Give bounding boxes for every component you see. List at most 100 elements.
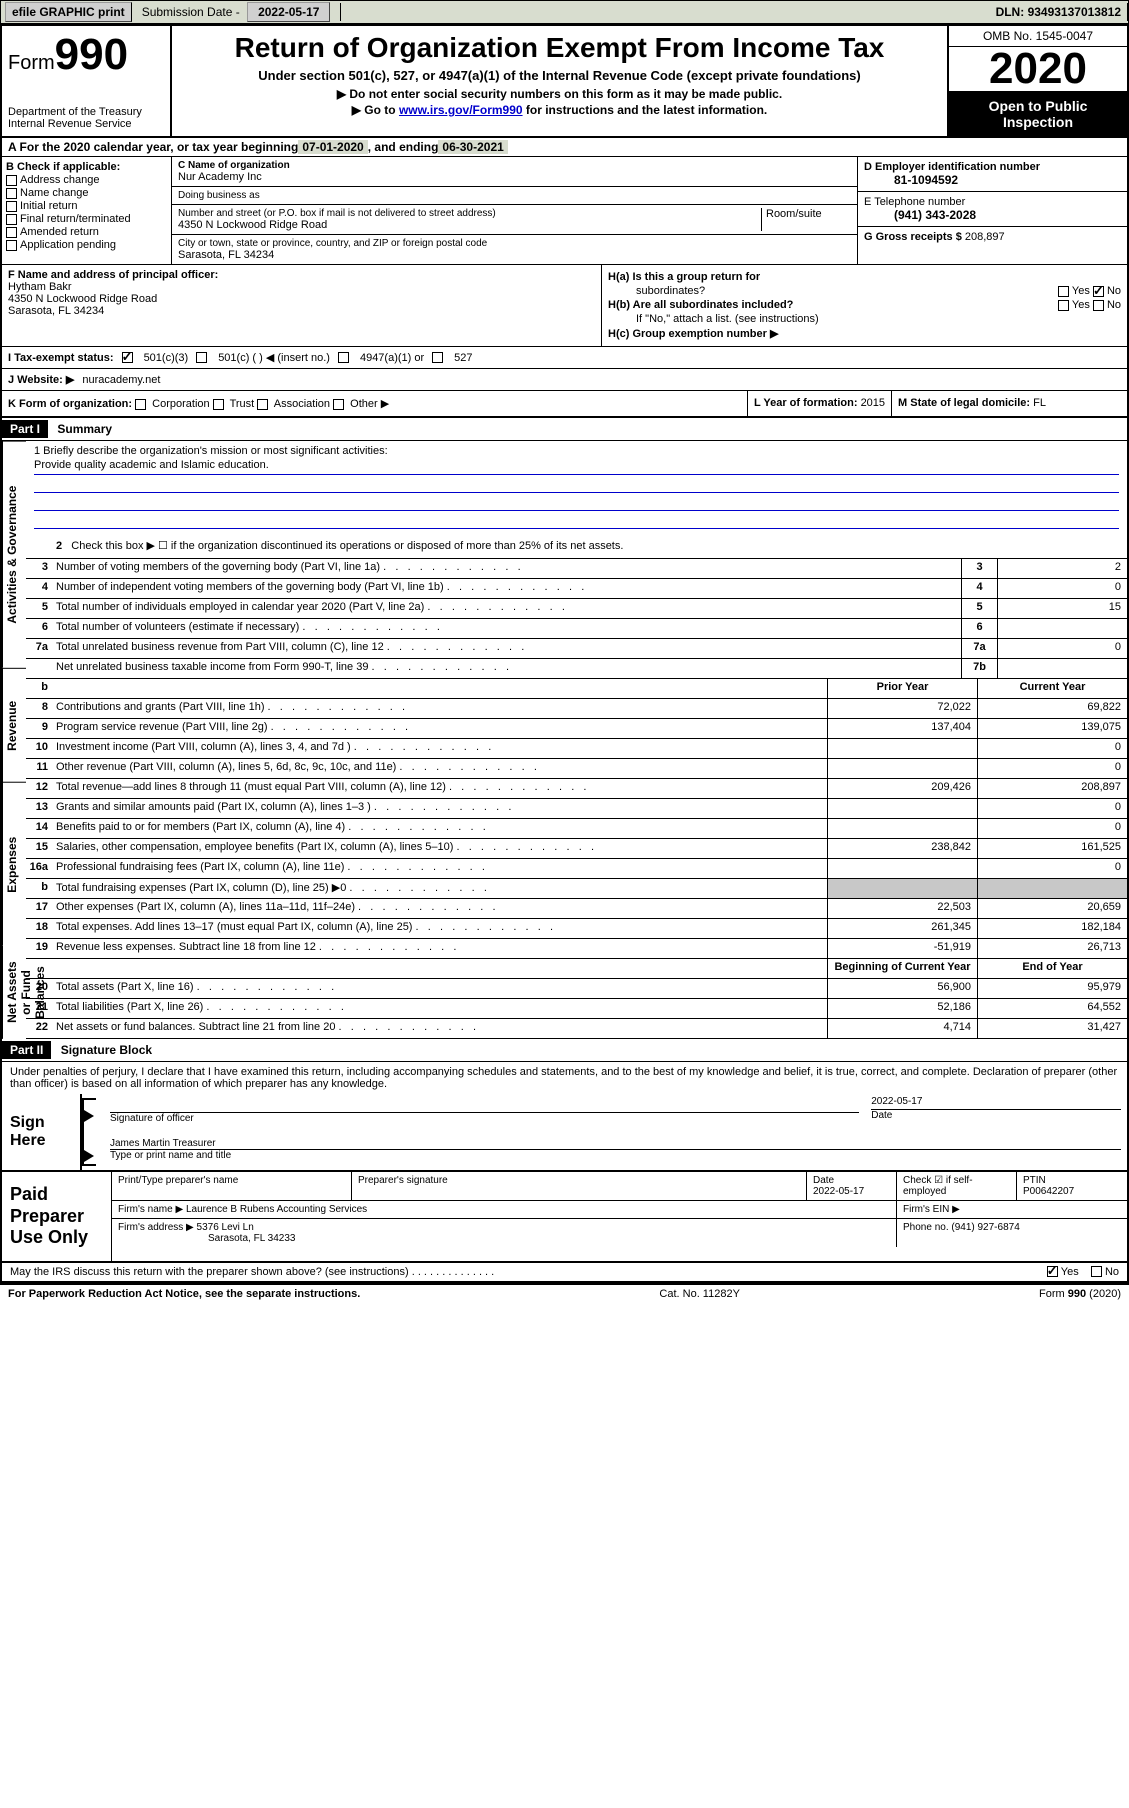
website-row: J Website: ▶ nuracademy.net — [2, 369, 1127, 391]
officer-name: Hytham Bakr — [8, 281, 595, 293]
gov-row: 3 Number of voting members of the govern… — [26, 559, 1127, 579]
irs-link[interactable]: www.irs.gov/Form990 — [399, 103, 523, 117]
sig-date: 2022-05-17 — [871, 1096, 1121, 1107]
ein: 81-1094592 — [864, 173, 1121, 187]
data-row: 9 Program service revenue (Part VIII, li… — [26, 719, 1127, 739]
check-final-return[interactable]: Final return/terminated — [6, 213, 167, 225]
check-4947[interactable] — [338, 352, 349, 363]
form-subtitle-2: ▶ Do not enter social security numbers o… — [178, 87, 941, 101]
data-row: 18 Total expenses. Add lines 13–17 (must… — [26, 919, 1127, 939]
data-row: 19 Revenue less expenses. Subtract line … — [26, 939, 1127, 959]
city-state-zip: Sarasota, FL 34234 — [178, 249, 487, 261]
gov-row: 5 Total number of individuals employed i… — [26, 599, 1127, 619]
data-row: 17 Other expenses (Part IX, column (A), … — [26, 899, 1127, 919]
tax-period-row: A For the 2020 calendar year, or tax yea… — [2, 138, 1127, 157]
discontinued-ops: 2 Check this box ▶ ☐ if the organization… — [26, 533, 1127, 559]
mission-block: 1 Briefly describe the organization's mi… — [26, 441, 1127, 533]
form-subtitle-1: Under section 501(c), 527, or 4947(a)(1)… — [178, 68, 941, 83]
officer-addr2: Sarasota, FL 34234 — [8, 305, 595, 317]
ptin: P00642207 — [1023, 1186, 1121, 1197]
data-row: 10 Investment income (Part VIII, column … — [26, 739, 1127, 759]
side-label-expenses: Expenses — [2, 782, 26, 946]
irs-label: Internal Revenue Service — [8, 118, 164, 130]
check-other[interactable] — [333, 399, 344, 410]
tax-status-row: I Tax-exempt status: 501(c)(3) 501(c) ( … — [2, 347, 1127, 369]
firm-phone: (941) 927-6874 — [951, 1222, 1019, 1233]
data-row: 14 Benefits paid to or for members (Part… — [26, 819, 1127, 839]
footer-row: For Paperwork Reduction Act Notice, see … — [0, 1285, 1129, 1303]
prior-current-header: b Prior Year Current Year — [26, 679, 1127, 699]
sig-officer-label: Signature of officer — [110, 1113, 859, 1124]
sign-here-block: Sign Here Signature of officer 2022-05-1… — [2, 1094, 1127, 1172]
cat-no: Cat. No. 11282Y — [659, 1288, 740, 1300]
data-row: b Total fundraising expenses (Part IX, c… — [26, 879, 1127, 899]
data-row: 13 Grants and similar amounts paid (Part… — [26, 799, 1127, 819]
data-row: 22 Net assets or fund balances. Subtract… — [26, 1019, 1127, 1039]
irs-discuss-row: May the IRS discuss this return with the… — [2, 1263, 1127, 1283]
form-header: Form990 Department of the Treasury Inter… — [2, 26, 1127, 138]
discuss-yes[interactable] — [1047, 1266, 1058, 1277]
side-label-net-assets: Net Assets or Fund Balances — [2, 946, 26, 1039]
submission-date-value: 2022-05-17 — [247, 2, 330, 22]
form-ref: Form 990 (2020) — [1039, 1288, 1121, 1300]
section-b: B Check if applicable: Address change Na… — [2, 157, 172, 264]
form-number: Form990 — [8, 30, 164, 80]
check-corp[interactable] — [135, 399, 146, 410]
part1-header: Part I Summary — [2, 418, 1127, 441]
room-suite: Room/suite — [761, 208, 851, 231]
paperwork-notice: For Paperwork Reduction Act Notice, see … — [8, 1288, 360, 1300]
website-value: nuracademy.net — [82, 374, 160, 386]
check-initial-return[interactable]: Initial return — [6, 200, 167, 212]
street-address: 4350 N Lockwood Ridge Road — [178, 219, 761, 231]
entity-info-grid: B Check if applicable: Address change Na… — [2, 157, 1127, 265]
section-c: C Name of organization Nur Academy Inc D… — [172, 157, 857, 264]
side-label-governance: Activities & Governance — [2, 441, 26, 668]
officer-addr1: 4350 N Lockwood Ridge Road — [8, 293, 595, 305]
top-bar: efile GRAPHIC print Submission Date - 20… — [0, 0, 1129, 24]
data-row: 16a Professional fundraising fees (Part … — [26, 859, 1127, 879]
year-formation: 2015 — [861, 397, 885, 409]
perjury-statement: Under penalties of perjury, I declare th… — [2, 1062, 1127, 1094]
beginning-end-header: Beginning of Current Year End of Year — [26, 959, 1127, 979]
check-501c3[interactable] — [122, 352, 133, 363]
public-inspection: Open to Public Inspection — [949, 92, 1127, 136]
mission-text: Provide quality academic and Islamic edu… — [34, 457, 1119, 475]
check-assoc[interactable] — [257, 399, 268, 410]
check-trust[interactable] — [213, 399, 224, 410]
check-name-change[interactable]: Name change — [6, 187, 167, 199]
submission-date-label: Submission Date - — [142, 5, 243, 19]
data-row: 12 Total revenue—add lines 8 through 11 … — [26, 779, 1127, 799]
section-f-h: F Name and address of principal officer:… — [2, 265, 1127, 347]
data-row: 21 Total liabilities (Part X, line 26) 5… — [26, 999, 1127, 1019]
check-amended[interactable]: Amended return — [6, 226, 167, 238]
form-subtitle-3: ▶ Go to www.irs.gov/Form990 for instruct… — [178, 103, 941, 117]
gov-row: Net unrelated business taxable income fr… — [26, 659, 1127, 679]
firm-name: Laurence B Rubens Accounting Services — [186, 1204, 367, 1215]
check-application-pending[interactable]: Application pending — [6, 239, 167, 251]
gov-row: 4 Number of independent voting members o… — [26, 579, 1127, 599]
firm-addr2: Sarasota, FL 34233 — [118, 1233, 890, 1244]
form-title: Return of Organization Exempt From Incom… — [178, 32, 941, 64]
gov-row: 6 Total number of volunteers (estimate i… — [26, 619, 1127, 639]
side-label-revenue: Revenue — [2, 668, 26, 783]
phone: (941) 343-2028 — [864, 208, 1121, 222]
check-527[interactable] — [432, 352, 443, 363]
submission-date-wrap: Submission Date - 2022-05-17 — [136, 3, 342, 21]
check-501c[interactable] — [196, 352, 207, 363]
dln: DLN: 93493137013812 — [990, 3, 1128, 21]
data-row: 8 Contributions and grants (Part VIII, l… — [26, 699, 1127, 719]
efile-print-button[interactable]: efile GRAPHIC print — [5, 2, 132, 22]
org-name: Nur Academy Inc — [178, 171, 851, 183]
section-d: D Employer identification number 81-1094… — [857, 157, 1127, 264]
tax-year: 2020 — [949, 47, 1127, 92]
paid-preparer-block: Paid Preparer Use Only Print/Type prepar… — [2, 1172, 1127, 1263]
check-address-change[interactable]: Address change — [6, 174, 167, 186]
gross-receipts: 208,897 — [965, 231, 1005, 243]
state-domicile: FL — [1033, 397, 1046, 409]
discuss-no[interactable] — [1091, 1266, 1102, 1277]
part2-header: Part II Signature Block — [2, 1039, 1127, 1062]
data-row: 20 Total assets (Part X, line 16) 56,900… — [26, 979, 1127, 999]
firm-addr1: 5376 Levi Ln — [197, 1222, 254, 1233]
officer-name-title: James Martin Treasurer — [110, 1138, 1121, 1149]
self-employed-check[interactable]: Check ☑ if self-employed — [903, 1175, 1010, 1197]
